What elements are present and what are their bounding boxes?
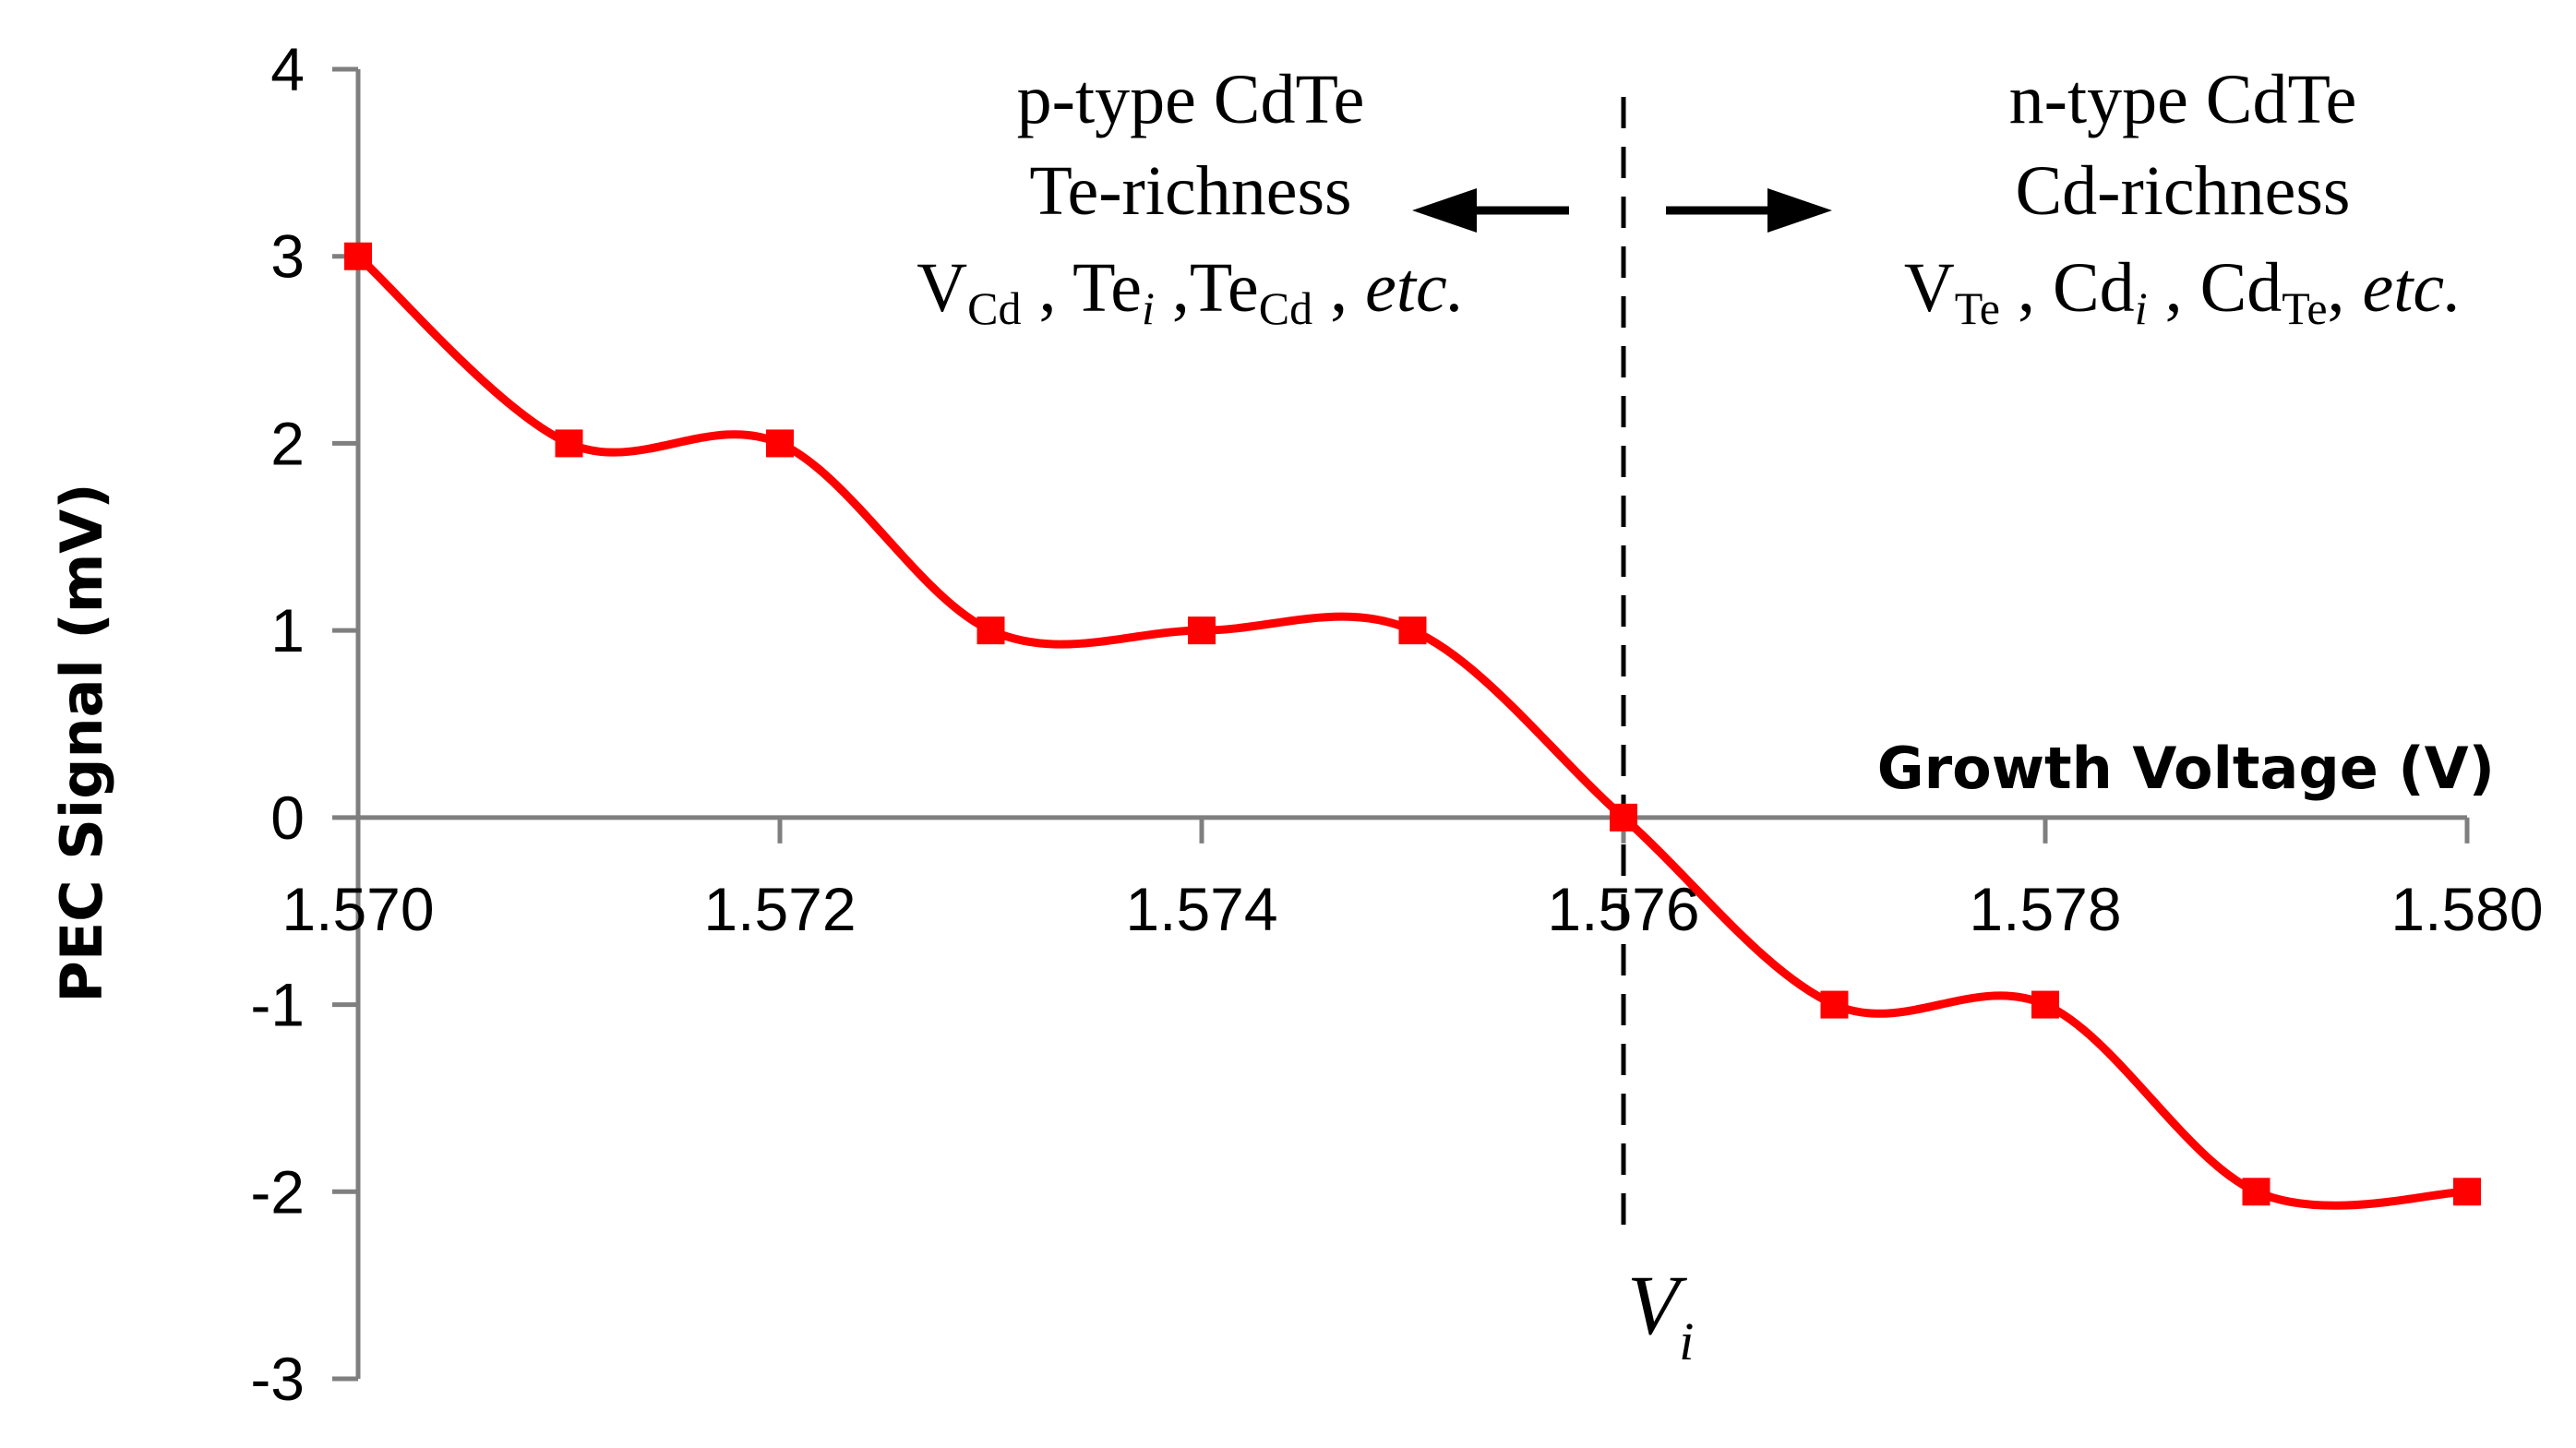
y-tick-label: -3 <box>250 1345 305 1413</box>
x-tick-label: 1.580 <box>2390 875 2543 943</box>
y-tick-label: 3 <box>270 222 305 291</box>
vi-label-sub: i <box>1679 1311 1694 1371</box>
x-axis-title: Growth Voltage (V) <box>1877 735 2495 802</box>
right-v: V <box>1904 249 1955 327</box>
data-point <box>1820 990 1849 1019</box>
annotation-right-line1: n-type CdTe <box>2009 61 2357 138</box>
annotation-left: p-type CdTe Te-richness VCd , Tei ,TeCd … <box>917 61 1464 334</box>
vi-label-main: V <box>1627 1258 1688 1352</box>
data-point <box>766 429 794 458</box>
axes <box>355 69 2467 1379</box>
y-tick-label: -2 <box>250 1157 305 1226</box>
left-sub-cd: Cd <box>967 282 1021 334</box>
y-tick-label: 4 <box>270 35 305 103</box>
arrow-left <box>1412 188 1569 233</box>
x-tick-label: 1.574 <box>1125 875 1277 943</box>
data-point <box>1398 616 1427 645</box>
vi-label: Vi <box>1627 1258 1694 1371</box>
y-axis-title: PEC Signal (mV) <box>48 483 115 1002</box>
data-point <box>2242 1178 2270 1206</box>
series-line <box>353 252 2472 1210</box>
annotation-left-line2: Te-richness <box>1029 152 1351 230</box>
x-tick-label: 1.572 <box>703 875 856 943</box>
series-pec-signal <box>344 242 2481 1210</box>
right-sub-i: i <box>2135 282 2148 334</box>
left-sub-cd2: Cd <box>1259 282 1312 334</box>
annotation-left-line1: p-type CdTe <box>1017 61 1365 138</box>
left-te2: ,Te <box>1155 249 1259 327</box>
annotation-right: n-type CdTe Cd-richness VTe , Cdi , CdTe… <box>1904 61 2462 334</box>
right-sep: , <box>2328 249 2363 327</box>
left-v: V <box>917 249 967 327</box>
right-cd: , Cd <box>2000 249 2135 327</box>
data-point <box>2031 990 2059 1019</box>
data-point <box>2453 1178 2481 1206</box>
left-sub-i: i <box>1142 282 1155 334</box>
right-sub-te2: Te <box>2282 282 2327 334</box>
left-sep: , <box>1312 249 1365 327</box>
x-tick-label: 1.570 <box>282 875 434 943</box>
annotation-right-line2: Cd-richness <box>2015 152 2350 230</box>
annotation-left-line3: VCd , Tei ,TeCd , etc. <box>917 249 1464 334</box>
data-point <box>1188 616 1216 645</box>
y-tick-label: 1 <box>270 596 305 664</box>
y-tick-label: 2 <box>270 409 305 477</box>
annotation-right-line3: VTe , Cdi , CdTe, etc. <box>1904 249 2462 334</box>
arrow-right <box>1666 188 1832 233</box>
data-point <box>1610 803 1637 832</box>
y-tick-label: 0 <box>270 784 305 852</box>
left-etc: etc. <box>1365 249 1465 327</box>
right-etc: etc. <box>2363 249 2462 327</box>
left-te: , Te <box>1022 249 1142 327</box>
y-tick-label: -1 <box>250 971 305 1039</box>
data-point <box>555 429 583 458</box>
right-sub-te: Te <box>1955 282 2000 334</box>
data-point <box>344 242 372 270</box>
x-tick-label: 1.578 <box>1969 875 2121 943</box>
data-point <box>976 616 1005 645</box>
right-cd2: , Cd <box>2148 249 2282 327</box>
